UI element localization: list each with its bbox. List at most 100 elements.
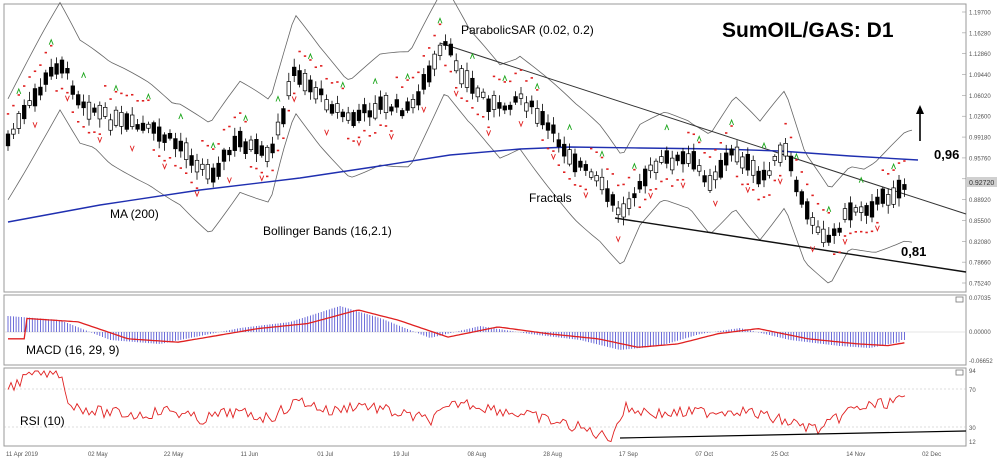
- level-upper-label: 0,96: [934, 147, 959, 162]
- fractal-down-arrow: [680, 182, 686, 189]
- x-tick-label: 02 May: [88, 452, 108, 458]
- candle-body: [853, 207, 858, 213]
- fractal-down-arrow: [64, 95, 70, 102]
- fractal-up-arrow: [16, 87, 22, 95]
- candle-body: [578, 160, 583, 168]
- sar-label: ParabolicSAR (0.02, 0.2): [461, 23, 594, 37]
- candle-body: [535, 108, 540, 124]
- candle-body: [400, 110, 405, 117]
- candle-body: [157, 126, 162, 142]
- y-tick-label: 0.82080: [969, 240, 991, 246]
- fractal-down-arrow: [226, 177, 232, 184]
- candle-body: [502, 105, 507, 111]
- candle-body: [297, 70, 302, 85]
- candle-body: [346, 112, 351, 121]
- fractal-up-arrow: [729, 118, 735, 126]
- candle-body: [626, 198, 632, 209]
- fractal-up-arrow: [502, 74, 508, 82]
- candle-body: [362, 104, 367, 114]
- fractal-up-arrow: [793, 152, 799, 160]
- candle-body: [713, 171, 718, 181]
- up-arrow-icon: [916, 105, 924, 141]
- candle-body: [178, 140, 183, 152]
- y-tick-label: 0.88920: [969, 198, 991, 204]
- y-tick-label: 0.95760: [969, 156, 991, 162]
- candle-body: [778, 144, 783, 163]
- candle-body: [648, 164, 653, 172]
- candle-body: [54, 63, 59, 75]
- candle-body: [621, 203, 626, 218]
- candle-body: [659, 156, 664, 163]
- candle-body: [589, 171, 594, 178]
- fractal-down-arrow: [874, 225, 880, 232]
- fractal-down-arrow: [518, 120, 524, 128]
- candle-body: [356, 109, 362, 121]
- fractal-up-arrow: [469, 52, 475, 60]
- x-tick-label: 19 Jul: [393, 452, 409, 458]
- level-lower-label: 0,81: [901, 244, 926, 259]
- fractal-up-arrow: [567, 123, 573, 131]
- fractal-down-arrow: [259, 175, 265, 182]
- candle-body: [567, 149, 572, 165]
- fractal-up-arrow: [826, 205, 832, 212]
- candle-body: [124, 113, 129, 130]
- candle-body: [410, 99, 416, 109]
- candle-body: [32, 88, 38, 107]
- resistance-trendline: [439, 42, 967, 215]
- restore-icon[interactable]: [955, 296, 964, 303]
- fractal-down-arrow: [712, 200, 718, 208]
- candle-body: [891, 187, 896, 205]
- candle-body: [221, 149, 227, 162]
- restore-icon-rsi[interactable]: [955, 369, 964, 376]
- candle-body: [653, 160, 659, 174]
- fractal-up-arrow: [405, 72, 411, 80]
- candle-body: [367, 110, 372, 118]
- candle-body: [162, 134, 167, 143]
- x-tick-label: 07 Oct: [695, 452, 713, 458]
- rsi-y-tick-label: 70: [969, 388, 976, 394]
- candle-body: [886, 194, 891, 206]
- candle-body: [227, 149, 232, 156]
- candle-body: [529, 100, 534, 108]
- candle-body: [864, 205, 869, 216]
- fractal-up-arrow: [178, 112, 184, 120]
- fractal-up-arrow: [81, 71, 87, 78]
- fractal-up-arrow: [664, 123, 670, 131]
- rsi-y-tick-label: 12: [969, 440, 976, 446]
- fractal-down-arrow: [291, 96, 297, 103]
- macd-panel: MACD (16, 29, 9) 0.07035 0.00000 -0.06652: [3, 294, 993, 366]
- candle-body: [38, 86, 43, 96]
- candle-body: [616, 207, 621, 216]
- y-tick-label: 0.75240: [969, 282, 991, 288]
- candle-body: [837, 227, 842, 233]
- main-panel: 1.19700 1.16280 1.12860 1.09440 1.06020 1.026…: [3, 0, 997, 293]
- x-tick-label: 11 Jun: [241, 452, 259, 458]
- candle-body: [146, 123, 151, 129]
- candle-body: [583, 164, 588, 171]
- fractal-down-arrow: [648, 192, 654, 200]
- macd-y-axis: 0.07035 0.00000 -0.06652: [969, 296, 993, 365]
- candle-body: [313, 87, 318, 100]
- candle-body: [130, 114, 135, 127]
- candle-body: [610, 194, 615, 206]
- fractal-up-arrow: [437, 17, 443, 24]
- candle-body: [783, 143, 788, 157]
- candle-body: [556, 139, 561, 147]
- candle-body: [189, 155, 194, 166]
- candle-body: [572, 153, 578, 173]
- candle-body: [173, 138, 178, 150]
- chart-title: SumOIL/GAS: D1: [722, 19, 894, 42]
- fractal-up-arrow: [48, 38, 54, 45]
- bollinger-label: Bollinger Bands (16,2.1): [263, 224, 392, 238]
- candle-body: [70, 85, 75, 95]
- candle-body: [875, 196, 880, 205]
- candle-body: [65, 68, 70, 74]
- candle-body: [540, 111, 545, 126]
- candle-body: [167, 133, 173, 139]
- rsi-trendline: [619, 430, 967, 439]
- y-tick-label: 1.19700: [969, 11, 991, 17]
- candle-body: [265, 146, 270, 162]
- candle-body: [815, 226, 821, 233]
- fractal-up-arrow: [891, 162, 897, 170]
- candle-body: [394, 99, 399, 108]
